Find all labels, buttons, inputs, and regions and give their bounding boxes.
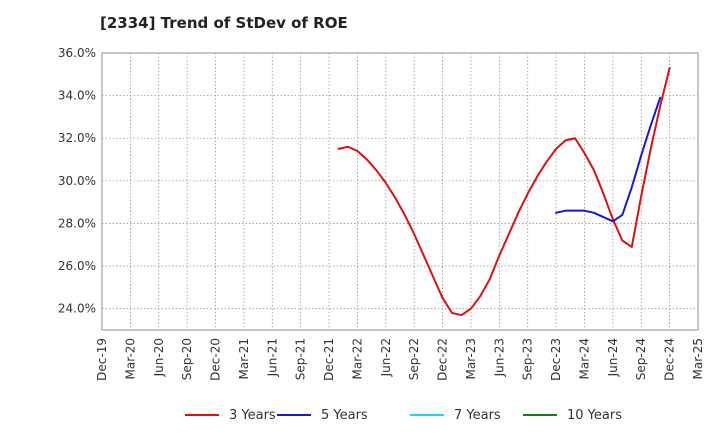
x-tick-label: Mar-22: [350, 338, 364, 379]
x-tick-label: Jun-20: [152, 338, 166, 377]
x-tick-label: Jun-22: [379, 338, 393, 377]
chart-title: [2334] Trend of StDev of ROE: [100, 14, 348, 32]
legend-swatch: [410, 414, 444, 416]
x-tick-label: Mar-20: [123, 338, 137, 379]
x-tick-label: Mar-21: [237, 338, 251, 379]
legend-swatch: [185, 414, 219, 416]
x-tick-label: Dec-23: [549, 338, 563, 381]
trend-chart: Dec-19 Mar-20 Jun-20 Sep-20 Dec-20 Mar-21 Jun-…: [58, 46, 705, 381]
plot-area: [101, 52, 699, 331]
legend-swatch: [523, 414, 557, 416]
x-tick-label: Dec-20: [209, 338, 223, 381]
legend-item-3-years: 3 Years: [185, 404, 276, 426]
x-tick-label: Dec-24: [663, 338, 677, 381]
x-tick-label: Mar-23: [464, 338, 478, 379]
legend-label: 10 Years: [567, 407, 622, 423]
y-tick-label: 26.0%: [58, 259, 96, 273]
legend-item-7-years: 7 Years: [410, 404, 501, 426]
y-tick-label: 34.0%: [58, 89, 96, 103]
y-tick-label: 24.0%: [58, 302, 96, 316]
x-tick-label: Dec-19: [95, 338, 109, 381]
x-tick-label: Sep-23: [521, 338, 535, 380]
legend-item-5-years: 5 Years: [277, 404, 368, 426]
x-tick-label: Mar-25: [691, 338, 705, 379]
legend-item-10-years: 10 Years: [523, 404, 622, 426]
legend-label: 3 Years: [229, 407, 276, 423]
x-tick-label: Jun-23: [492, 338, 506, 377]
x-tick-label: Dec-21: [322, 338, 336, 381]
x-tick-label: Jun-24: [606, 338, 620, 377]
x-tick-label: Sep-20: [180, 338, 194, 380]
y-tick-label: 30.0%: [58, 174, 96, 188]
series-line-3-years: [337, 66, 671, 317]
x-tick-label: Jun-21: [265, 338, 279, 377]
y-tick-label: 32.0%: [58, 131, 96, 145]
x-tick-label: Sep-21: [294, 338, 308, 380]
x-tick-label: Mar-24: [577, 338, 591, 379]
y-tick-label: 36.0%: [58, 46, 96, 60]
x-tick-label: Sep-22: [407, 338, 421, 380]
series-line-5-years: [555, 96, 662, 223]
legend-label: 5 Years: [321, 407, 368, 423]
legend: 3 Years 5 Years 7 Years 10 Years: [0, 404, 720, 426]
legend-swatch: [277, 414, 311, 416]
x-tick-label: Dec-22: [436, 338, 450, 381]
x-tick-label: Sep-24: [634, 338, 648, 380]
y-tick-label: 28.0%: [58, 216, 96, 230]
legend-label: 7 Years: [454, 407, 501, 423]
